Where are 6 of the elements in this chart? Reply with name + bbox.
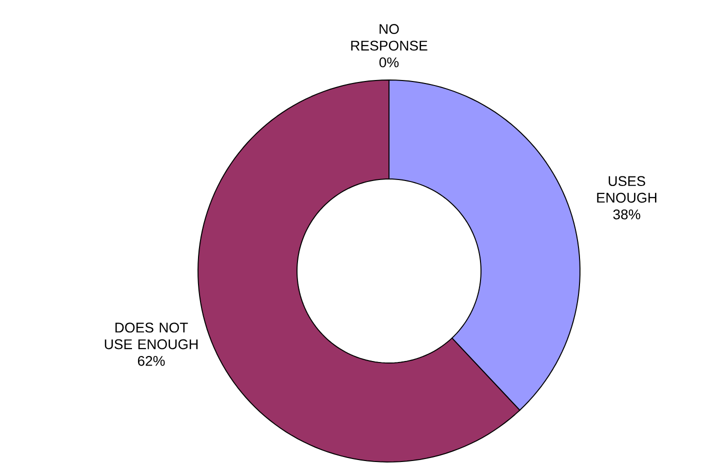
category-label: NO RESPONSE [351,24,428,51]
data-label: 62% [138,356,165,366]
data-label: 38% [613,209,640,220]
text: 0% [379,57,399,68]
slice-label: USES ENOUGH [597,176,656,203]
slice-label: DOES NOT USE ENOUGH [104,322,198,350]
